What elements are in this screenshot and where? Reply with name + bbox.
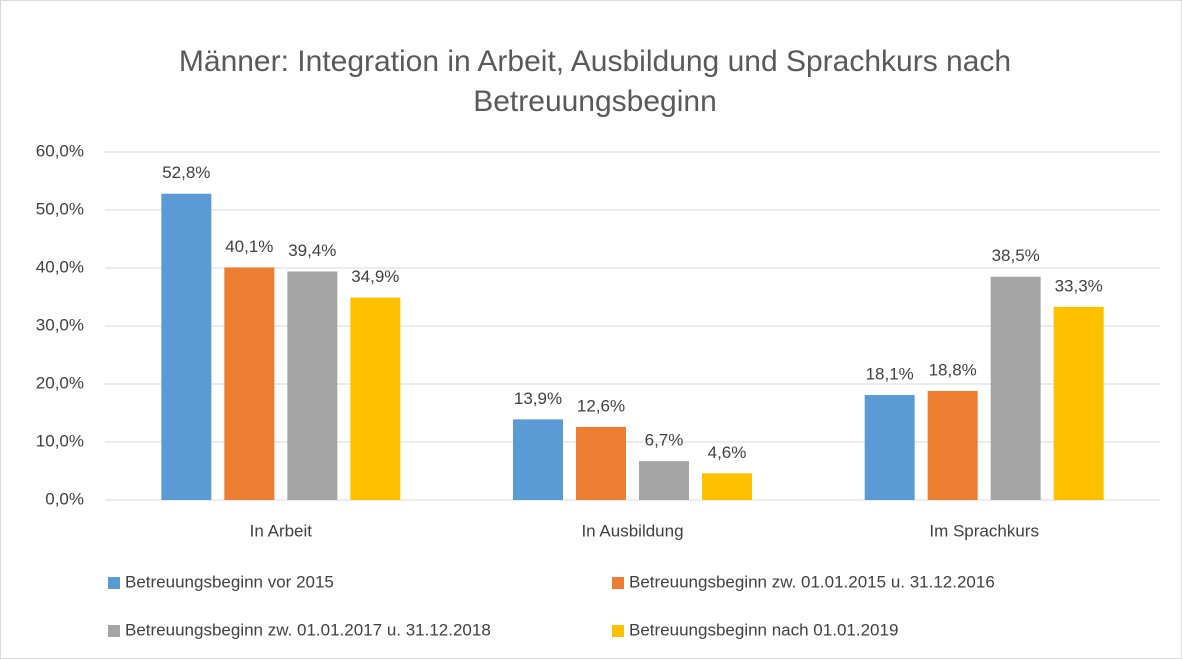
- y-tick-label: 30,0%: [36, 315, 84, 334]
- bar: [639, 461, 689, 500]
- y-tick-label: 10,0%: [36, 431, 84, 450]
- legend-label: Betreuungsbeginn nach 01.01.2019: [629, 620, 898, 639]
- data-label: 33,3%: [1055, 276, 1103, 295]
- legend-label: Betreuungsbeginn zw. 01.01.2017 u. 31.12…: [125, 620, 491, 639]
- bar: [927, 390, 978, 500]
- data-label: 52,8%: [162, 163, 210, 182]
- bar: [224, 267, 275, 500]
- legend-swatch: [108, 577, 120, 589]
- y-tick-label: 40,0%: [36, 257, 84, 276]
- x-tick-label: In Ausbildung: [581, 521, 683, 540]
- data-label: 12,6%: [577, 396, 625, 415]
- data-label: 39,4%: [288, 241, 336, 260]
- bar: [864, 395, 915, 500]
- bar: [702, 473, 752, 500]
- data-label: 4,6%: [708, 443, 747, 462]
- data-label: 38,5%: [992, 246, 1040, 265]
- bar: [576, 426, 626, 500]
- bar: [1053, 306, 1104, 500]
- y-tick-label: 50,0%: [36, 199, 84, 218]
- bar: [161, 193, 212, 500]
- chart-title: Männer: Integration in Arbeit, Ausbildun…: [178, 45, 1012, 118]
- legend-label: Betreuungsbeginn vor 2015: [125, 572, 334, 591]
- legend-swatch: [612, 625, 624, 637]
- bar: [990, 276, 1041, 500]
- x-tick-label: In Arbeit: [250, 521, 313, 540]
- bar: [350, 297, 401, 500]
- data-label: 18,1%: [866, 365, 914, 384]
- data-label: 18,8%: [929, 360, 977, 379]
- legend-swatch: [108, 625, 120, 637]
- legend-label: Betreuungsbeginn zw. 01.01.2015 u. 31.12…: [629, 572, 995, 591]
- bar: [513, 419, 563, 500]
- y-tick-label: 0,0%: [45, 489, 84, 508]
- bar: [287, 271, 338, 500]
- data-label: 13,9%: [514, 389, 562, 408]
- y-tick-label: 60,0%: [36, 141, 84, 160]
- data-label: 6,7%: [645, 431, 684, 450]
- legend-swatch: [612, 577, 624, 589]
- y-tick-label: 20,0%: [36, 373, 84, 392]
- x-tick-label: Im Sprachkurs: [929, 521, 1039, 540]
- data-label: 34,9%: [351, 267, 399, 286]
- data-label: 40,1%: [225, 237, 273, 256]
